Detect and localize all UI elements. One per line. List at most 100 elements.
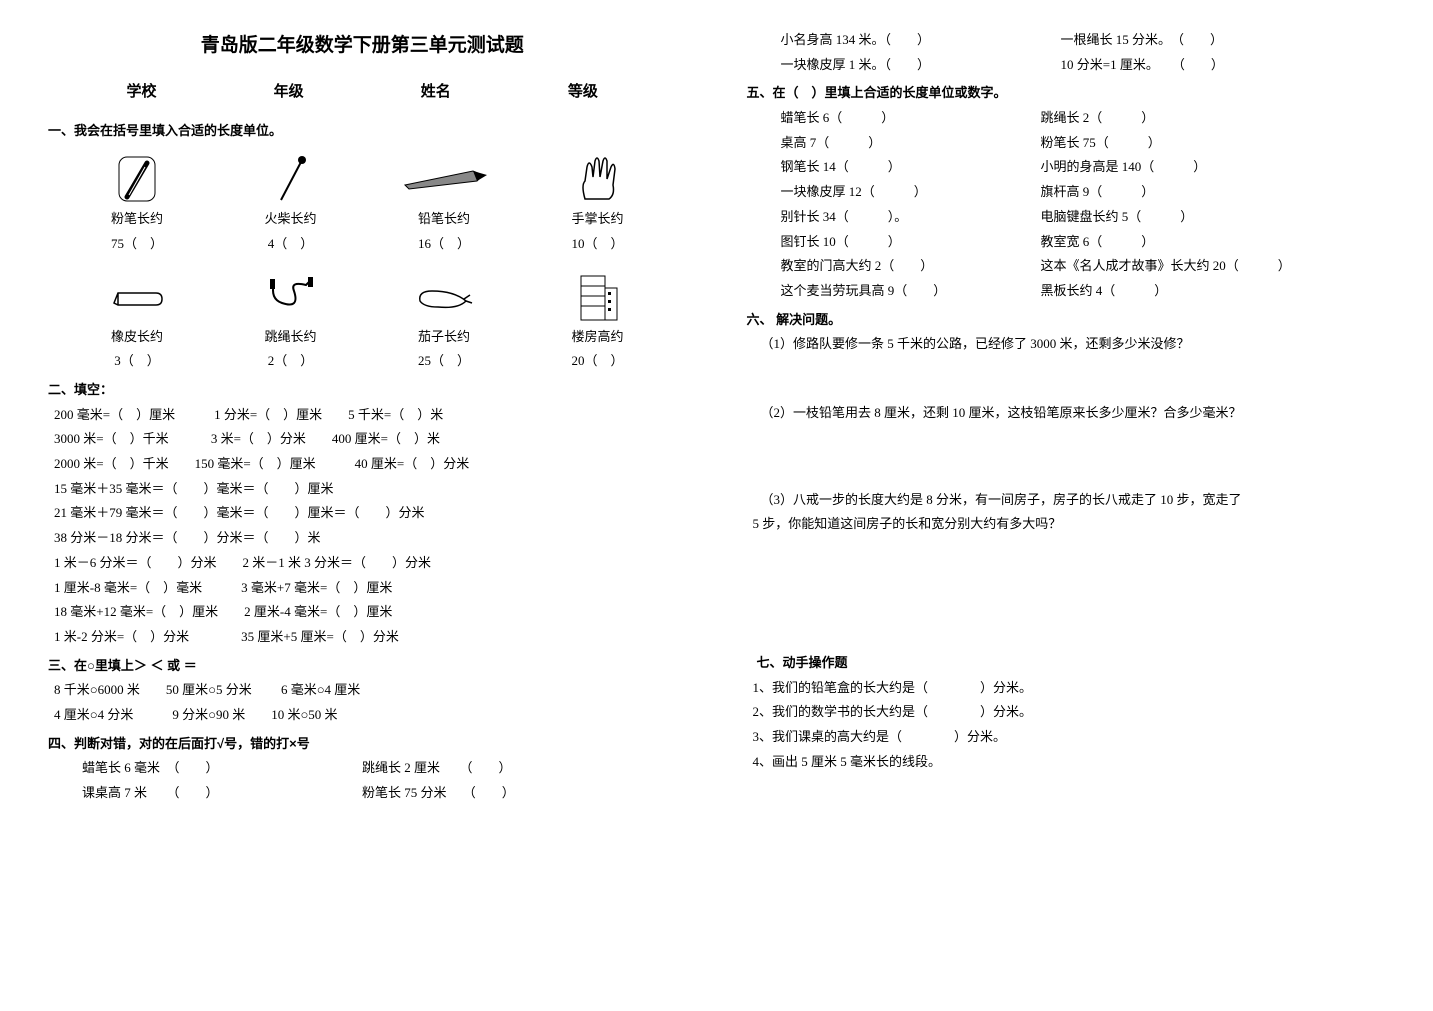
img-chalk-val: 75（ ） (82, 232, 192, 257)
s2-l5: 38 分米－18 分米＝（ ）分米＝（ ）米 (48, 526, 677, 551)
s2-l3: 15 毫米＋35 毫米＝（ ）毫米＝（ ）厘米 (48, 477, 677, 502)
s5-r1: 桌高 7（ ）粉笔长 75（ ） (747, 131, 1384, 156)
s5-r5-r: 教室宽 6（ ） (1041, 230, 1155, 255)
s2-l6: 1 米－6 分米＝（ ）分米 2 米－1 米 3 分米＝（ ）分米 (48, 551, 677, 576)
s4-r0-l: 蜡笔长 6 毫米 （ ） (82, 756, 362, 781)
img-building-val: 20（ ） (543, 349, 653, 374)
header-grade: 年级 (274, 78, 304, 107)
section-6-head: 六、 解决问题。 (747, 308, 1384, 333)
right-column: 小名身高 134 米。（ ）一根绳长 15 分米。 （ ） 一块橡皮厚 1 米。… (717, 0, 1433, 1011)
s5-r7-l: 这个麦当劳玩具高 9（ ） (781, 279, 1041, 304)
section-4-head: 四、判断对错，对的在后面打√号，错的打×号 (48, 732, 677, 757)
s2-l0: 200 毫米=（ ）厘米 1 分米=（ ）厘米 5 千米=（ ）米 (48, 403, 677, 428)
hand-icon (575, 155, 621, 203)
section-7-head: 七、动手操作题 (747, 651, 1384, 676)
img-match: 火柴长约 4（ ） (236, 151, 346, 256)
s2-l8: 18 毫米+12 毫米=（ ）厘米 2 厘米-4 毫米=（ ）厘米 (48, 600, 677, 625)
header-level: 等级 (568, 78, 598, 107)
s5-r4: 别针长 34（ ）。电脑键盘长约 5（ ） (747, 205, 1384, 230)
s5-r3-r: 旗杆高 9（ ） (1041, 180, 1155, 205)
img-hand: 手掌长约 10（ ） (543, 151, 653, 256)
header-row: 学校 年级 姓名 等级 (48, 78, 677, 107)
section-3-head: 三、在○里填上＞ ＜ 或 ＝ (48, 654, 677, 679)
s2-l2: 2000 米=（ ）千米 150 毫米=（ ）厘米 40 厘米=（ ）分米 (48, 452, 677, 477)
image-row-2: 橡皮长约 3（ ） 跳绳长约 2（ ） 茄子长约 25（ ） 楼房高约 20（ … (48, 269, 677, 374)
s7-l1: 2、我们的数学书的长大约是（ ）分米。 (747, 700, 1384, 725)
s4-r1-r: 粉笔长 75 分米 （ ） (362, 781, 515, 806)
img-pencil: 铅笔长约 16（ ） (389, 151, 499, 256)
s6-q2: （2）一枝铅笔用去 8 厘米，还剩 10 厘米，这枝铅笔原来长多少厘米？合多少毫… (747, 401, 1384, 426)
img-rope-val: 2（ ） (236, 349, 346, 374)
img-chalk-label: 粉笔长约 (82, 207, 192, 232)
img-rope: 跳绳长约 2（ ） (236, 269, 346, 374)
s3-l0: 8 千米○6000 米 50 厘米○5 分米 6 毫米○4 厘米 (48, 678, 677, 703)
s2-l7: 1 厘米-8 毫米=（ ）毫米 3 毫米+7 毫米=（ ）厘米 (48, 576, 677, 601)
s5-r6-l: 教室的门高大约 2（ ） (781, 254, 1041, 279)
img-rope-label: 跳绳长约 (236, 325, 346, 350)
image-row-1: 粉笔长约 75（ ） 火柴长约 4（ ） 铅笔长约 16（ ） 手掌长约 10（… (48, 151, 677, 256)
img-hand-val: 10（ ） (543, 232, 653, 257)
s4-r2: 小名身高 134 米。（ ）一根绳长 15 分米。 （ ） (747, 28, 1384, 53)
s5-r3: 一块橡皮厚 12（ ）旗杆高 9（ ） (747, 180, 1384, 205)
s5-r0: 蜡笔长 6（ ）跳绳长 2（ ） (747, 106, 1384, 131)
img-building: 楼房高约 20（ ） (543, 269, 653, 374)
s4-r3-r: 10 分米=1 厘米。 （ ） (1061, 53, 1224, 78)
img-eraser-val: 3（ ） (82, 349, 192, 374)
s5-r1-r: 粉笔长 75（ ） (1041, 131, 1161, 156)
s7-l0: 1、我们的铅笔盒的长大约是（ ）分米。 (747, 676, 1384, 701)
s3-l1: 4 厘米○4 分米 9 分米○90 米 10 米○50 米 (48, 703, 677, 728)
section-5-head: 五、在（ ）里填上合适的长度单位或数字。 (747, 81, 1384, 106)
s5-r3-l: 一块橡皮厚 12（ ） (781, 180, 1041, 205)
s5-r4-l: 别针长 34（ ）。 (781, 205, 1041, 230)
img-pencil-val: 16（ ） (389, 232, 499, 257)
s4-r1: 课桌高 7 米 （ ）粉笔长 75 分米 （ ） (48, 781, 677, 806)
section-1-head: 一、我会在括号里填入合适的长度单位。 (48, 119, 677, 144)
img-eraser: 橡皮长约 3（ ） (82, 269, 192, 374)
s4-r3-l: 一块橡皮厚 1 米。（ ） (781, 53, 1061, 78)
s5-r1-l: 桌高 7（ ） (781, 131, 1041, 156)
s5-r5-l: 图钉长 10（ ） (781, 230, 1041, 255)
img-hand-label: 手掌长约 (543, 207, 653, 232)
img-match-val: 4（ ） (236, 232, 346, 257)
s5-r2: 钢笔长 14（ ）小明的身高是 140（ ） (747, 155, 1384, 180)
match-icon (271, 154, 311, 204)
s5-r7-r: 黑板长约 4（ ） (1041, 279, 1168, 304)
s5-r0-r: 跳绳长 2（ ） (1041, 106, 1155, 131)
img-eraser-label: 橡皮长约 (82, 325, 192, 350)
img-chalk: 粉笔长约 75（ ） (82, 151, 192, 256)
img-eggplant-val: 25（ ） (389, 349, 499, 374)
pencil-icon (399, 165, 489, 193)
s5-r7: 这个麦当劳玩具高 9（ ）黑板长约 4（ ） (747, 279, 1384, 304)
s2-l4: 21 毫米＋79 毫米＝（ ）毫米＝（ ）厘米＝（ ）分米 (48, 501, 677, 526)
s4-r0: 蜡笔长 6 毫米 （ ）跳绳长 2 厘米 （ ） (48, 756, 677, 781)
s4-r2-l: 小名身高 134 米。（ ） (781, 28, 1061, 53)
s5-r0-l: 蜡笔长 6（ ） (781, 106, 1041, 131)
s6-q3a: （3）八戒一步的长度大约是 8 分米，有一间房子，房子的长八戒走了 10 步，宽… (747, 488, 1384, 513)
left-column: 青岛版二年级数学下册第三单元测试题 学校 年级 姓名 等级 一、我会在括号里填入… (0, 0, 717, 1011)
section-2-head: 二、填空： (48, 378, 677, 403)
eggplant-icon (414, 281, 474, 313)
img-eggplant: 茄子长约 25（ ） (389, 269, 499, 374)
s4-r3: 一块橡皮厚 1 米。（ ）10 分米=1 厘米。 （ ） (747, 53, 1384, 78)
s5-r6: 教室的门高大约 2（ ）这本《名人成才故事》长大约 20（ ） (747, 254, 1384, 279)
s5-r2-l: 钢笔长 14（ ） (781, 155, 1041, 180)
s5-r6-r: 这本《名人成才故事》长大约 20（ ） (1041, 254, 1291, 279)
rope-icon (266, 275, 316, 319)
eraser-icon (110, 285, 164, 309)
s4-r1-l: 课桌高 7 米 （ ） (82, 781, 362, 806)
img-eggplant-label: 茄子长约 (389, 325, 499, 350)
img-pencil-label: 铅笔长约 (389, 207, 499, 232)
building-icon (577, 272, 619, 322)
s7-l2: 3、我们课桌的高大约是（ ）分米。 (747, 725, 1384, 750)
img-building-label: 楼房高约 (543, 325, 653, 350)
s5-r5: 图钉长 10（ ）教室宽 6（ ） (747, 230, 1384, 255)
worksheet-title: 青岛版二年级数学下册第三单元测试题 (48, 28, 677, 64)
s4-r0-r: 跳绳长 2 厘米 （ ） (362, 756, 512, 781)
s6-q3b: 5 步，你能知道这间房子的长和宽分别大约有多大吗？ (747, 512, 1384, 537)
s6-q1: （1）修路队要修一条 5 千米的公路，已经修了 3000 米，还剩多少米没修？ (747, 332, 1384, 357)
s2-l9: 1 米-2 分米=（ ）分米 35 厘米+5 厘米=（ ）分米 (48, 625, 677, 650)
s7-l3: 4、画出 5 厘米 5 毫米长的线段。 (747, 750, 1384, 775)
chalk-icon (117, 155, 157, 203)
s5-r2-r: 小明的身高是 140（ ） (1041, 155, 1207, 180)
header-name: 姓名 (421, 78, 451, 107)
